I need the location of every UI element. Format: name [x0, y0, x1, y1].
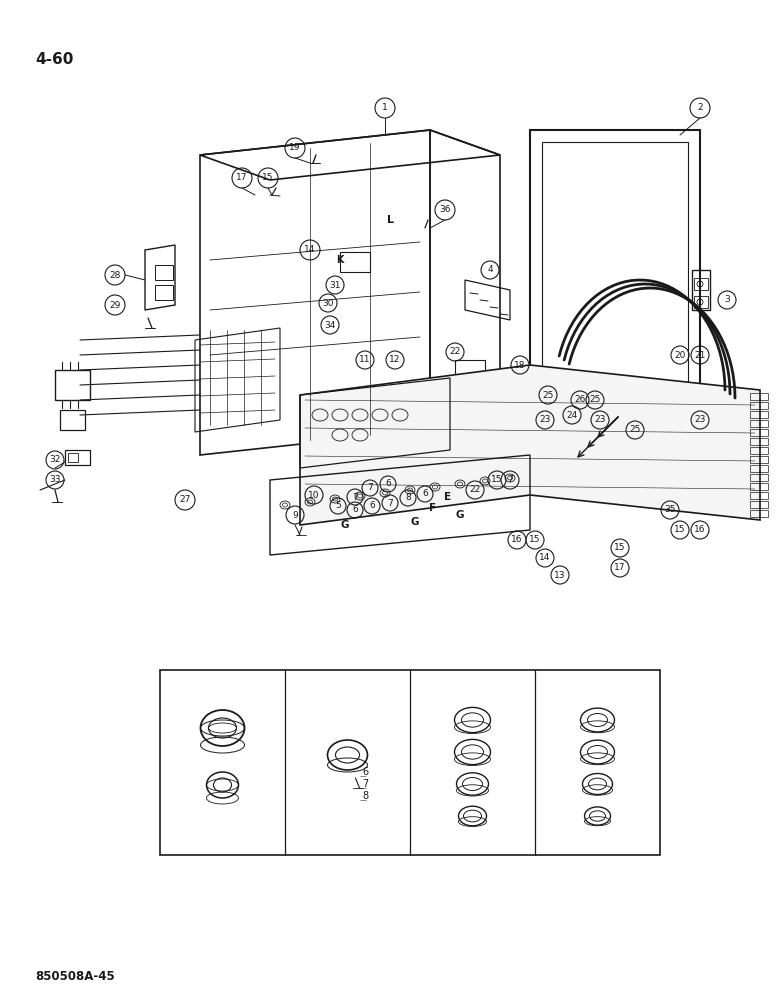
Text: 3: 3 [724, 296, 730, 304]
Text: K: K [336, 255, 344, 265]
Text: 5: 5 [335, 502, 341, 510]
Bar [750, 438, 768, 445]
Bar [750, 492, 768, 499]
Text: 16: 16 [694, 526, 706, 534]
Text: 25: 25 [590, 395, 601, 404]
Text: 24: 24 [566, 410, 578, 420]
Bar [340, 252, 370, 272]
Text: 19: 19 [289, 143, 301, 152]
Text: 4-60: 4-60 [35, 52, 73, 67]
Text: 36: 36 [439, 206, 451, 215]
Text: 28: 28 [109, 270, 121, 279]
Bar [155, 285, 173, 300]
Text: 32: 32 [49, 456, 61, 464]
Text: 7: 7 [352, 492, 358, 502]
Text: 8: 8 [363, 791, 369, 801]
Bar [750, 411, 768, 418]
Text: 17: 17 [236, 174, 248, 182]
Bar [455, 360, 485, 382]
Text: 25: 25 [629, 426, 640, 434]
Bar [750, 501, 768, 508]
Text: 15: 15 [491, 476, 503, 485]
Text: 26: 26 [574, 395, 586, 404]
Bar [750, 465, 768, 472]
Text: 14: 14 [539, 554, 551, 562]
Text: 15: 15 [615, 544, 626, 552]
Bar [750, 474, 768, 481]
Bar [750, 483, 768, 490]
Text: 7: 7 [367, 484, 373, 492]
Bar [692, 270, 710, 310]
Text: 7: 7 [507, 476, 513, 485]
Text: 6: 6 [352, 506, 358, 514]
Text: L: L [387, 215, 393, 225]
Text: —: — [360, 773, 367, 779]
Text: 21: 21 [694, 351, 706, 360]
Polygon shape [300, 365, 760, 525]
Text: 16: 16 [511, 536, 523, 544]
Bar [750, 420, 768, 427]
Bar [750, 510, 768, 517]
Text: 12: 12 [389, 356, 401, 364]
Text: 13: 13 [555, 570, 565, 580]
Text: 23: 23 [694, 416, 706, 424]
Bar [694, 278, 708, 290]
Text: 30: 30 [322, 298, 334, 308]
Text: 29: 29 [109, 300, 121, 310]
Text: 6: 6 [385, 480, 391, 488]
Text: 22: 22 [449, 348, 461, 357]
Text: 20: 20 [675, 351, 686, 360]
Bar [694, 296, 708, 308]
Text: 23: 23 [594, 416, 606, 424]
Bar [750, 447, 768, 454]
Text: 33: 33 [49, 476, 61, 485]
Text: G: G [456, 510, 464, 520]
Bar [750, 393, 768, 400]
Text: 4: 4 [488, 265, 493, 274]
Bar [750, 429, 768, 436]
Text: 6: 6 [363, 767, 369, 777]
Text: 27: 27 [179, 495, 190, 504]
Text: 6: 6 [422, 489, 428, 498]
Text: 6: 6 [369, 502, 375, 510]
Text: 34: 34 [324, 320, 335, 330]
Text: 2: 2 [697, 104, 703, 112]
Text: G: G [411, 517, 420, 527]
Text: 31: 31 [329, 280, 341, 290]
Text: 15: 15 [530, 536, 541, 544]
Text: —: — [360, 797, 367, 803]
Text: 22: 22 [470, 486, 480, 494]
Text: 14: 14 [304, 245, 316, 254]
Bar [750, 456, 768, 463]
Text: 15: 15 [674, 526, 686, 534]
Text: 8: 8 [405, 493, 411, 502]
Text: 11: 11 [360, 356, 370, 364]
Bar [750, 402, 768, 409]
Bar [155, 265, 173, 280]
Text: 35: 35 [665, 506, 675, 514]
Text: 15: 15 [262, 174, 274, 182]
Text: —: — [360, 785, 367, 791]
Text: 7: 7 [387, 498, 393, 508]
Text: 23: 23 [539, 416, 551, 424]
Text: G: G [341, 520, 349, 530]
Bar [160, 670, 660, 855]
Text: 7: 7 [363, 779, 369, 789]
Text: E: E [445, 492, 452, 502]
Bar [68, 453, 78, 462]
Text: F: F [430, 503, 437, 513]
Text: 850508A-45: 850508A-45 [35, 970, 115, 983]
Text: 17: 17 [615, 564, 626, 572]
Text: 10: 10 [308, 490, 320, 499]
Text: 9: 9 [292, 510, 298, 520]
Text: 1: 1 [382, 104, 388, 112]
Text: 25: 25 [542, 390, 554, 399]
Text: 18: 18 [514, 360, 526, 369]
